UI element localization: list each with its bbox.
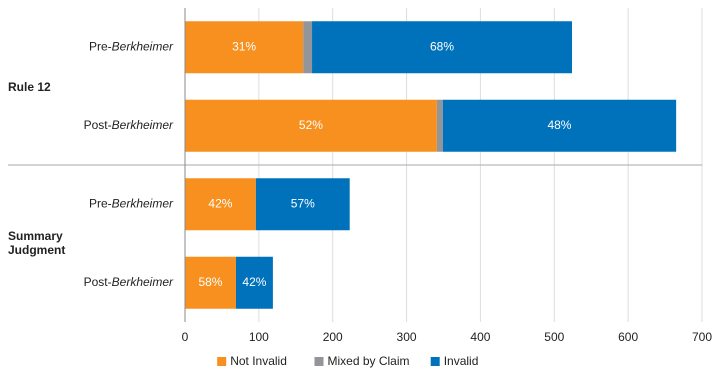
data-label: 31% [232,39,256,53]
data-label: 68% [430,39,454,53]
y-tick-label: Post-Berkheimer [84,118,174,132]
legend-label: Not Invalid [230,354,287,368]
bar-segment [442,99,677,152]
data-label: 58% [198,275,222,289]
group-label: Summary Judgment [8,229,66,257]
bar-segment [185,178,256,231]
legend-swatch [217,357,227,366]
x-tick-label: 300 [397,330,417,344]
x-tick-label: 100 [249,330,269,344]
bar-segment [185,99,437,152]
data-label: 57% [291,196,315,210]
y-tick-label: Post-Berkheimer [84,275,174,289]
bar-segment [185,21,304,74]
y-tick-label: Pre-Berkheimer [89,39,174,53]
data-label: 48% [547,118,571,132]
x-tick-label: 200 [323,330,343,344]
bar-segment [185,256,236,309]
data-label: 42% [208,196,232,210]
legend-swatch [314,357,324,366]
x-tick-label: 400 [470,330,490,344]
bar-segment [436,99,443,152]
x-tick-label: 0 [182,330,189,344]
x-tick-label: 600 [618,330,638,344]
bar-segment [255,178,350,231]
group-label: Rule 12 [8,80,51,94]
x-tick-label: 700 [692,330,712,344]
bar-segment [312,21,573,74]
data-label: 52% [299,118,323,132]
x-tick-label: 500 [544,330,564,344]
y-tick-label: Pre-Berkheimer [89,196,174,210]
legend-label: Invalid [444,354,479,368]
bar-segment [303,21,313,74]
legend-swatch [430,357,440,366]
bar-segment [235,256,273,309]
data-label: 42% [242,275,266,289]
legend-label: Mixed by Claim [328,354,410,368]
